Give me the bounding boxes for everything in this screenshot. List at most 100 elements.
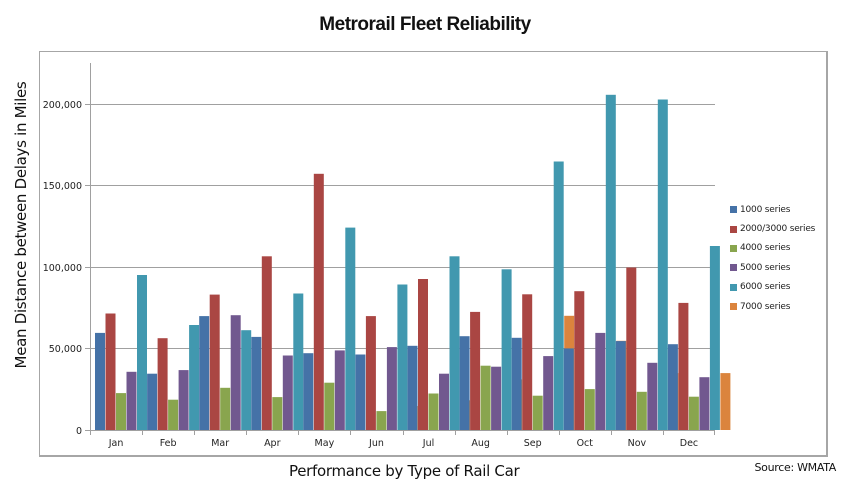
- x-tick-label: Jun: [368, 438, 384, 449]
- legend-swatch: [730, 283, 737, 291]
- x-tick-label: Sep: [524, 438, 542, 449]
- bar: [480, 365, 491, 430]
- bar: [137, 275, 147, 430]
- x-tick-label: Jan: [108, 438, 124, 449]
- bar: [147, 373, 158, 430]
- bar: [584, 389, 595, 430]
- y-tick-label: 0: [76, 426, 82, 437]
- bar: [168, 399, 179, 430]
- bar: [636, 391, 647, 430]
- bar: [522, 294, 533, 430]
- legend-item: 5000 series: [730, 258, 815, 277]
- bar: [553, 161, 564, 430]
- bar: [95, 332, 105, 430]
- bar: [157, 338, 168, 430]
- x-tick-label: Jul: [422, 438, 434, 449]
- bar: [657, 99, 668, 430]
- bar: [189, 325, 200, 430]
- x-tick-label: Oct: [577, 438, 594, 449]
- y-axis-title: Mean Distance between Delays in Miles: [12, 81, 30, 369]
- bar: [251, 336, 262, 430]
- bar: [439, 373, 449, 430]
- x-tick-label: Aug: [471, 438, 490, 449]
- bar: [459, 336, 470, 430]
- bar: [313, 173, 324, 431]
- legend-item: 1000 series: [730, 200, 815, 219]
- bar: [605, 94, 616, 431]
- x-tick-label: May: [315, 438, 335, 449]
- bar: [574, 291, 585, 430]
- bar: [699, 377, 710, 430]
- legend-label: 6000 series: [740, 282, 791, 293]
- y-tick-label: 100,000: [43, 263, 82, 274]
- bar: [501, 269, 512, 430]
- bar: [543, 356, 554, 430]
- bar: [386, 347, 397, 430]
- bar: [293, 293, 304, 430]
- bar: [376, 411, 387, 430]
- bar: [116, 393, 126, 430]
- bar: [199, 316, 210, 430]
- legend-item: 7000 series: [730, 297, 815, 316]
- bar: [449, 256, 460, 430]
- legend-item: 2000/3000 series: [730, 219, 815, 238]
- bar: [334, 350, 345, 430]
- bar: [615, 341, 626, 430]
- y-tick-label: 200,000: [43, 100, 82, 111]
- bar: [105, 313, 116, 430]
- legend-label: 4000 series: [740, 243, 791, 254]
- y-tick-label: 150,000: [43, 181, 82, 192]
- legend-label: 7000 series: [740, 301, 791, 312]
- bar: [563, 348, 574, 430]
- bar: [407, 345, 418, 430]
- bar: [178, 370, 189, 430]
- x-tick-label: Nov: [628, 438, 647, 449]
- bar: [667, 344, 678, 430]
- legend-swatch: [730, 264, 737, 272]
- x-tick-label: Mar: [211, 438, 229, 449]
- legend-label: 2000/3000 series: [740, 224, 816, 235]
- x-tick-label: Apr: [264, 438, 281, 449]
- bar: [709, 246, 720, 430]
- bar: [365, 316, 376, 430]
- source-note: Source: WMATA: [754, 461, 836, 474]
- bar: [428, 393, 439, 430]
- legend-label: 5000 series: [740, 262, 791, 273]
- x-tick-label: Feb: [160, 438, 177, 449]
- legend-item: 4000 series: [730, 239, 815, 258]
- bar: [647, 362, 658, 430]
- chart-frame: [39, 51, 828, 457]
- bar: [418, 279, 428, 430]
- bar: [355, 354, 366, 430]
- bar: [345, 227, 356, 430]
- bar: [324, 382, 335, 430]
- x-tick-label: Dec: [680, 438, 698, 449]
- legend-swatch: [730, 303, 737, 311]
- bar: [209, 294, 220, 430]
- bar: [688, 396, 699, 430]
- chart-title: Metrorail Fleet Reliability: [319, 14, 531, 35]
- bar: [241, 330, 252, 430]
- bar: [126, 371, 137, 430]
- bar: [678, 302, 689, 430]
- bar: [626, 267, 637, 430]
- bar: [261, 256, 272, 430]
- bar: [282, 355, 293, 430]
- bar: [303, 353, 314, 430]
- legend: 1000 series 2000/3000 series 4000 series 50…: [730, 200, 815, 316]
- legend-swatch: [730, 206, 737, 214]
- bar: [595, 332, 606, 430]
- bar: [491, 366, 502, 430]
- bar: [220, 387, 231, 430]
- bar: [532, 395, 543, 430]
- bar: [272, 397, 283, 430]
- y-tick-label: 50,000: [49, 344, 82, 355]
- legend-swatch: [730, 225, 737, 233]
- legend-label: 1000 series: [740, 204, 791, 215]
- bar: [720, 373, 731, 430]
- bar: [230, 315, 241, 430]
- x-axis-title: Performance by Type of Rail Car: [289, 462, 520, 480]
- legend-swatch: [730, 244, 737, 252]
- legend-item: 6000 series: [730, 278, 815, 297]
